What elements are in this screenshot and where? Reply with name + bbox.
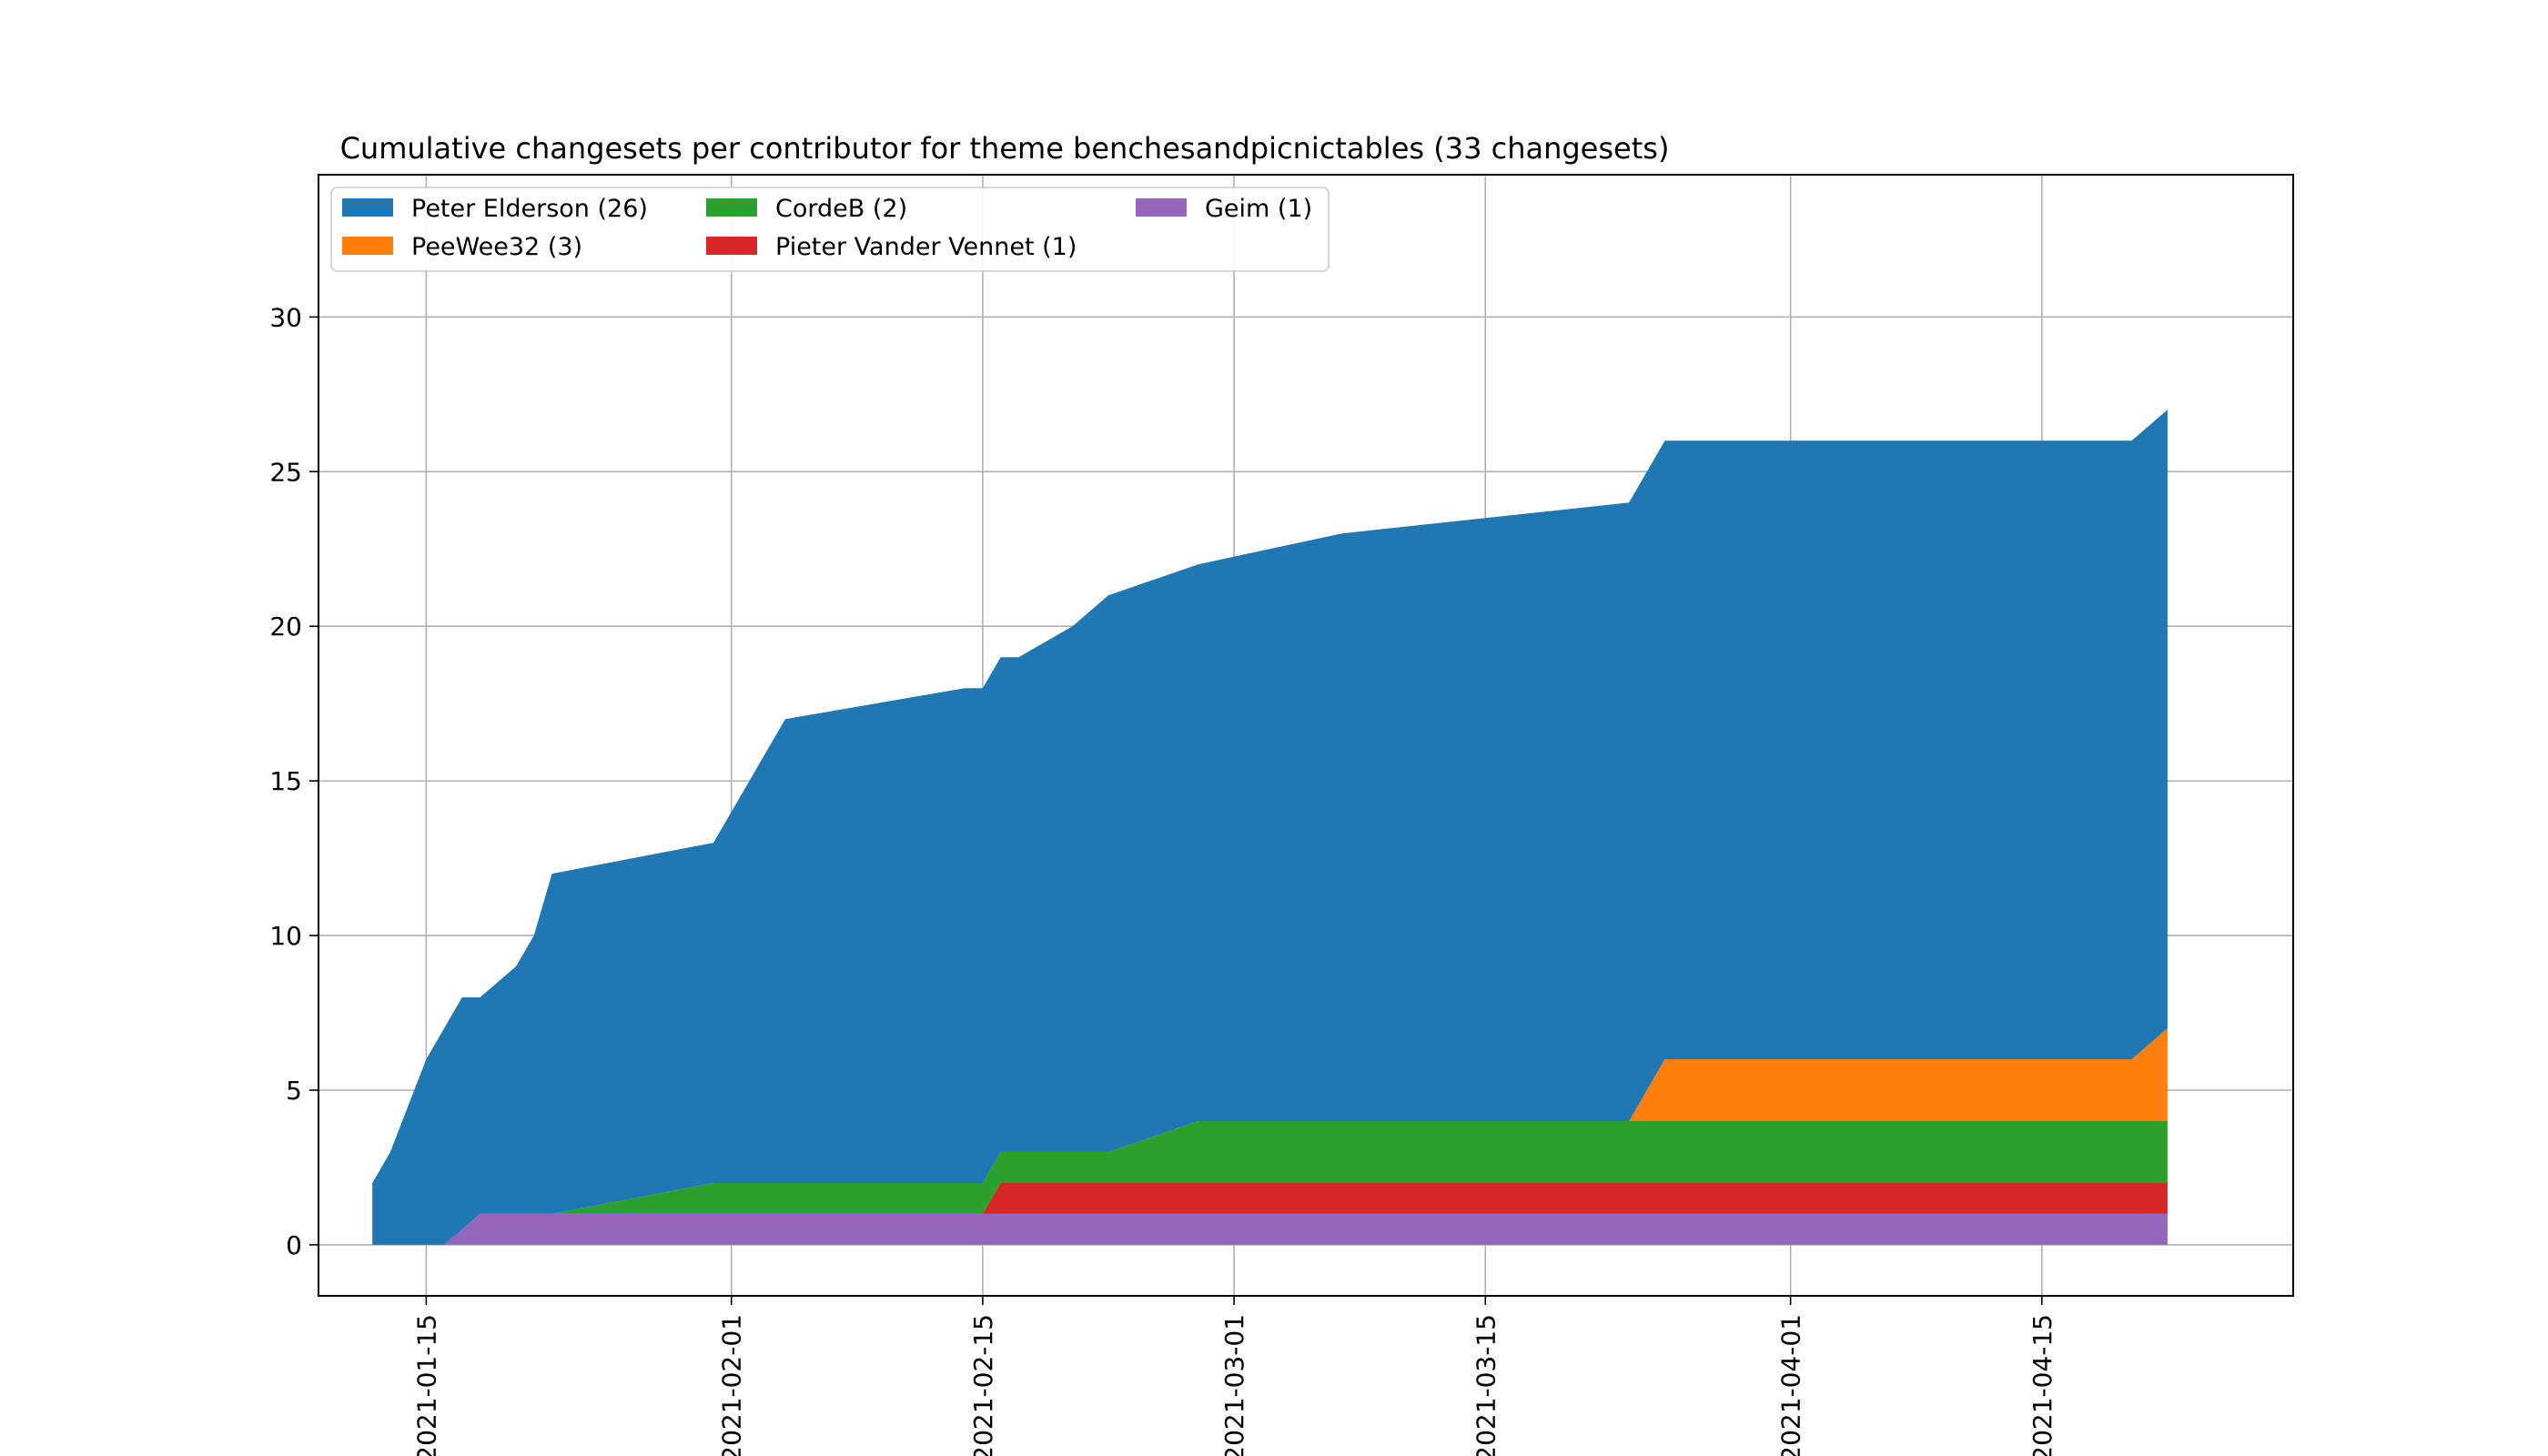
- legend-swatch-pieter-vander-vennet: [706, 237, 757, 255]
- y-tick-label: 25: [269, 457, 302, 487]
- x-tick-label: 2021-01-15: [411, 1314, 441, 1456]
- area-series: [372, 410, 2168, 1245]
- y-tick-label: 30: [269, 302, 302, 332]
- legend: Peter Elderson (26) CordeB (2) Geim (1) Pee…: [330, 187, 1330, 272]
- x-tick-label: 2021-02-01: [717, 1314, 747, 1456]
- legend-label-cordeb: CordeB (2): [775, 195, 907, 223]
- x-tick-label: 2021-03-01: [1219, 1314, 1249, 1456]
- y-tick-label: 10: [269, 921, 302, 951]
- chart-title: Cumulative changesets per contributor fo…: [340, 131, 1670, 166]
- area-cordeb: [372, 1121, 2168, 1245]
- area-geim: [372, 1213, 2168, 1245]
- y-tick-label: 0: [286, 1230, 302, 1260]
- y-tick-label: 15: [269, 766, 302, 796]
- plot-frame: [318, 174, 2294, 1297]
- y-tick-label: 20: [269, 612, 302, 642]
- x-tick-label: 2021-03-15: [1471, 1314, 1501, 1456]
- area-pieter-vander-vennet: [372, 1183, 2168, 1245]
- legend-swatch-peewee32: [342, 237, 393, 255]
- x-axis: 2021-01-15 2021-02-01 2021-02-15 2021-03-01…: [411, 1296, 2058, 1456]
- y-tick-label: 5: [286, 1076, 302, 1106]
- x-tick-label: 2021-04-01: [1776, 1314, 1806, 1456]
- legend-label-peter-elderson: Peter Elderson (26): [411, 195, 648, 223]
- x-tick-label: 2021-02-15: [968, 1314, 998, 1456]
- legend-label-geim: Geim (1): [1205, 195, 1312, 223]
- legend-swatch-geim: [1136, 198, 1187, 217]
- x-tick-label: 2021-04-15: [2027, 1314, 2058, 1456]
- legend-label-pieter-vander-vennet: Pieter Vander Vennet (1): [775, 233, 1077, 261]
- area-peewee32: [372, 1028, 2168, 1245]
- legend-swatch-peter-elderson: [342, 198, 393, 217]
- y-axis: 0 5 10 15 20 25 30: [269, 302, 318, 1260]
- area-peter-elderson: [372, 410, 2168, 1245]
- legend-box: [330, 187, 1330, 272]
- legend-label-peewee32: PeeWee32 (3): [411, 233, 582, 261]
- legend-swatch-cordeb: [706, 198, 757, 217]
